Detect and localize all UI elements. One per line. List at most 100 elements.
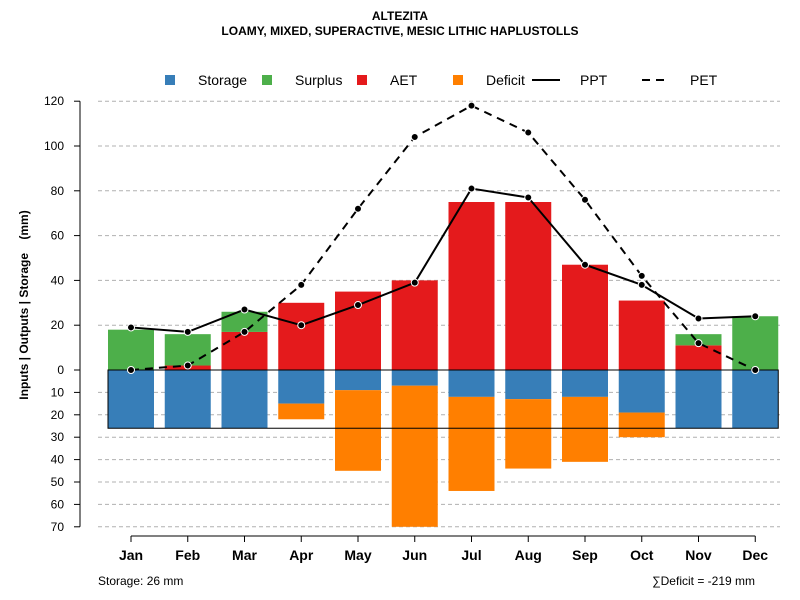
y-tick-label: 40: [51, 453, 65, 467]
x-tick-label: Jun: [402, 547, 427, 563]
y-tick-label: 20: [51, 318, 65, 332]
x-tick-label: May: [344, 547, 371, 563]
y-tick-label: 60: [51, 229, 65, 243]
bar-storage: [732, 370, 779, 429]
deficit-note: ∑Deficit = -219 mm: [652, 574, 755, 588]
ppt-point: [183, 327, 192, 336]
y-tick-label: 70: [51, 520, 65, 534]
deficit-note-text: Deficit = -219 mm: [660, 574, 755, 588]
x-tick-label: Dec: [742, 547, 768, 563]
x-tick-label: Sep: [572, 547, 598, 563]
x-tick-label: Jul: [461, 547, 481, 563]
pet-point: [637, 271, 646, 280]
ppt-point: [240, 305, 249, 314]
bar-deficit: [278, 403, 325, 420]
legend: Storage Surplus AET Deficit PPT PET: [165, 72, 718, 88]
pet-point: [751, 366, 760, 374]
axes: 0 20 40 60 80 100 120 10 20 30 40 50 60 70 Inputs | Ou…: [17, 94, 768, 563]
bar-surplus: [732, 316, 779, 370]
bar-aet: [278, 302, 325, 370]
ppt-point: [694, 314, 703, 323]
y-tick-label: 120: [44, 94, 64, 108]
ppt-point: [751, 312, 760, 321]
pet-point: [581, 195, 589, 204]
y-tick-label: 80: [51, 184, 65, 198]
pet-point: [524, 128, 533, 137]
bar-deficit: [391, 385, 438, 527]
ppt-line: [130, 187, 756, 333]
gridlines: [98, 100, 780, 528]
bar-storage: [278, 370, 325, 404]
sum-symbol: ∑: [652, 574, 661, 588]
chart-subtitle: LOAMY, MIXED, SUPERACTIVE, MESIC LITHIC …: [221, 24, 579, 38]
ppt-point: [637, 280, 646, 289]
bar-storage: [108, 370, 154, 429]
y-tick-label: 60: [51, 497, 65, 511]
legend-swatch-storage: [165, 75, 175, 85]
bar-aet: [618, 300, 665, 370]
ppt-point: [297, 321, 306, 330]
x-tick-label: Aug: [515, 547, 542, 563]
x-tick-label: Jan: [119, 547, 143, 563]
ppt-point: [410, 278, 419, 287]
y-tick-label: 30: [51, 430, 65, 444]
legend-label: Storage: [198, 72, 247, 88]
y-tick-label: 10: [51, 385, 65, 399]
pet-point: [240, 327, 249, 336]
ppt-point: [354, 301, 362, 310]
bar-storage: [618, 370, 665, 413]
y-tick-label: 20: [51, 408, 65, 422]
bar-storage: [562, 370, 608, 397]
pet-point: [127, 366, 135, 374]
x-tick-label: Nov: [685, 547, 712, 563]
bars: [107, 202, 779, 527]
ppt-point: [524, 193, 533, 202]
chart-title: ALTEZITA: [371, 9, 429, 23]
y-tick-label: 50: [51, 475, 65, 489]
x-tick-label: Feb: [175, 547, 200, 563]
x-tick-label: Mar: [232, 547, 257, 563]
pet-point: [297, 280, 306, 289]
bar-storage: [675, 370, 722, 429]
bar-surplus: [221, 311, 268, 332]
bar-deficit: [448, 396, 495, 491]
y-axis-label: Inputs | Outputs | Storage (mm): [17, 210, 31, 399]
bar-deficit: [505, 399, 552, 469]
lines: [127, 101, 760, 374]
pet-point: [694, 339, 703, 348]
bar-aet: [391, 280, 438, 370]
legend-swatch-surplus: [262, 75, 272, 85]
bar-deficit: [335, 390, 381, 471]
ppt-point: [467, 184, 476, 193]
bar-aet: [562, 264, 608, 370]
bar-surplus: [164, 334, 211, 366]
x-tick-label: Apr: [289, 547, 314, 563]
bar-storage: [164, 370, 211, 429]
bar-aet: [675, 345, 722, 370]
bar-storage: [505, 370, 552, 400]
legend-label: Surplus: [295, 72, 342, 88]
y-tick-label: 0: [57, 363, 64, 377]
bar-deficit: [562, 396, 608, 462]
y-tick-label: 40: [51, 273, 65, 287]
bar-storage: [221, 370, 268, 429]
pet-point: [354, 204, 362, 213]
ppt-point: [127, 323, 135, 332]
legend-label: PPT: [580, 72, 608, 88]
pet-point: [183, 361, 192, 370]
ppt-point: [581, 260, 589, 269]
x-tick-label: Oct: [630, 547, 654, 563]
bar-storage: [335, 370, 381, 391]
legend-swatch-aet: [357, 75, 367, 85]
y-tick-label: 100: [44, 139, 64, 153]
bar-deficit: [618, 412, 665, 438]
storage-note: Storage: 26 mm: [98, 574, 184, 588]
pet-point: [467, 101, 476, 110]
bar-aet: [221, 331, 268, 370]
bar-aet: [505, 202, 552, 370]
legend-label: PET: [690, 72, 718, 88]
legend-label: AET: [390, 72, 418, 88]
legend-swatch-deficit: [453, 75, 463, 85]
bar-aet: [448, 202, 495, 370]
